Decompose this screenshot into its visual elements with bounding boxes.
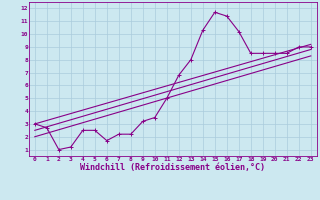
X-axis label: Windchill (Refroidissement éolien,°C): Windchill (Refroidissement éolien,°C) <box>80 163 265 172</box>
